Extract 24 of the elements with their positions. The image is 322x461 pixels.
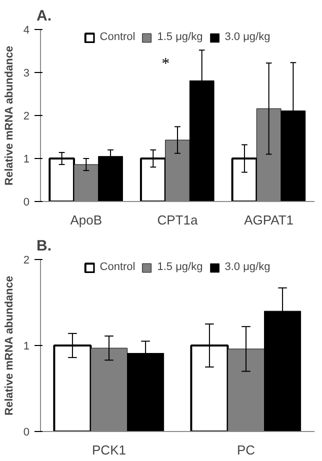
y-tick-label: 0 — [23, 426, 30, 438]
x-tick-label: PC — [236, 442, 256, 458]
annotation: * — [162, 55, 170, 72]
y-tick-label: 3 — [23, 68, 30, 80]
y-tick-label: 2 — [23, 110, 30, 122]
legend-label: 3.0 μg/kg — [224, 261, 270, 273]
y-tick-label: 0 — [23, 196, 30, 208]
legend-label: Control — [100, 31, 136, 43]
y-axis-title: Relative mRNA abundance — [3, 276, 16, 416]
x-tick-label: CPT1a — [157, 212, 198, 228]
y-tick-label: 1 — [23, 340, 30, 352]
y-tick-label: 1 — [23, 154, 30, 166]
legend-label: Control — [100, 261, 136, 273]
legend-label: 1.5 μg/kg — [157, 261, 203, 273]
legend-label: 3.0 μg/kg — [224, 31, 270, 43]
legend-label: 1.5 μg/kg — [157, 31, 203, 43]
y-axis-title: Relative mRNA abundance — [3, 46, 16, 186]
y-tick-label: 2 — [23, 254, 30, 266]
chart-title: A. — [36, 8, 52, 24]
x-tick-label: ApoB — [70, 212, 102, 228]
chart-title: B. — [36, 238, 52, 254]
x-tick-label: PCK1 — [92, 442, 126, 458]
x-tick-label: AGPAT1 — [244, 212, 294, 228]
y-tick-label: 4 — [23, 24, 30, 36]
